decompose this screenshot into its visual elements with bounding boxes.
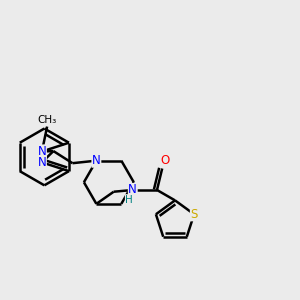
Text: H: H bbox=[125, 195, 133, 205]
Text: O: O bbox=[160, 154, 170, 167]
Text: S: S bbox=[190, 208, 198, 221]
Text: N: N bbox=[92, 154, 101, 167]
Text: N: N bbox=[128, 184, 137, 196]
Text: N: N bbox=[38, 145, 46, 158]
Text: N: N bbox=[38, 156, 46, 169]
Text: CH₃: CH₃ bbox=[38, 115, 57, 124]
